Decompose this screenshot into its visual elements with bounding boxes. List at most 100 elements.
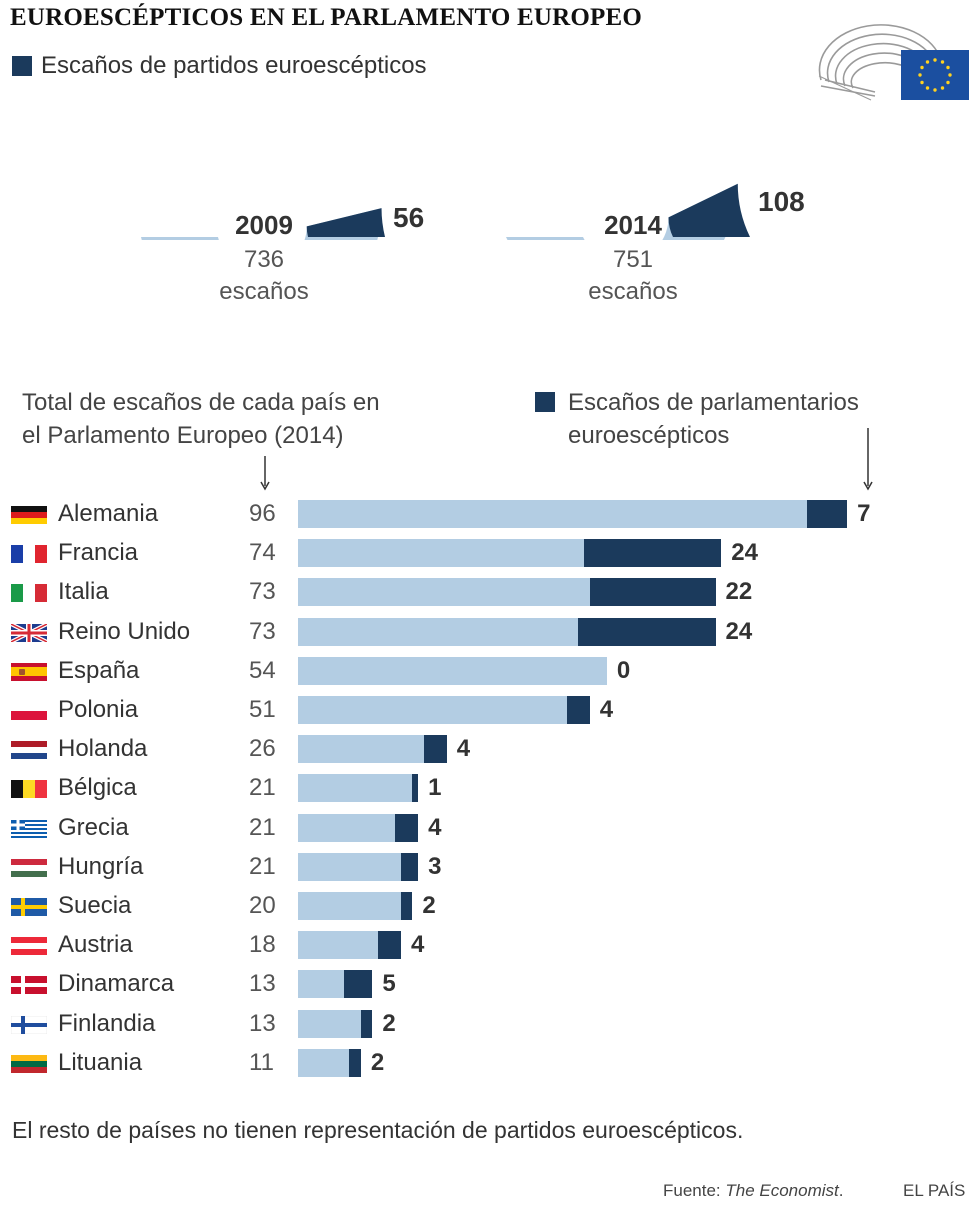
bar-total-seats <box>298 852 419 881</box>
semicircle-euroskeptic-seats <box>668 183 750 237</box>
euroskeptic-value-label: 4 <box>410 931 425 959</box>
bar-row: Alemania 96 7 <box>0 499 980 529</box>
bar-total-seats <box>298 696 590 724</box>
bar-row: España 54 0 <box>0 656 980 686</box>
chart-title: EUROESCÉPTICOS EN EL PARLAMENTO EUROPEO <box>10 4 642 31</box>
semicircle-2014 <box>506 183 750 240</box>
bar-row: Hungría 21 3 <box>0 852 980 882</box>
eu-star-icon <box>933 88 937 92</box>
bar-row: Lituania 11 2 <box>0 1048 980 1078</box>
bar-euroskeptic-seats <box>584 539 722 568</box>
bar-row: Polonia 51 4 <box>0 695 980 725</box>
lithuania-flag-icon <box>11 1054 47 1073</box>
euroskeptic-value-label: 7 <box>857 500 871 527</box>
euroskeptic-value-label: 4 <box>599 696 614 723</box>
legend-euroskeptic: Escaños de partidos euroescépticos <box>12 52 427 80</box>
total-seats-label: 96 <box>249 500 276 527</box>
eu-star-icon <box>933 58 937 62</box>
semicircle-unit-2014: escaños <box>588 278 678 305</box>
bar-row: Reino Unido 73 24 <box>0 617 980 647</box>
eu-flag-icon <box>901 50 969 100</box>
total-seats-label: 11 <box>249 1048 274 1076</box>
eu-star-icon <box>948 73 952 77</box>
country-label: Austria <box>58 931 133 959</box>
source-prefix: Fuente: <box>663 1181 726 1200</box>
country-label: Lituania <box>58 1048 143 1076</box>
bar-row: Dinamarca 13 5 <box>0 969 980 999</box>
bar-row: Bélgica 21 1 <box>0 773 980 803</box>
european-parliament-icon <box>818 24 969 101</box>
arrow-down-icon <box>260 456 270 491</box>
total-seats-label: 21 <box>249 813 276 841</box>
bar-total-seats <box>298 500 848 528</box>
header-euroskeptic-swatch <box>535 392 555 412</box>
bar-row: Francia 74 24 <box>0 538 980 568</box>
bar-euroskeptic-seats <box>578 617 716 646</box>
greece-flag-icon <box>11 819 47 838</box>
hungary-flag-icon <box>11 858 47 877</box>
country-label: Holanda <box>58 735 148 763</box>
country-label: Italia <box>58 578 109 606</box>
semicircle-year-2009: 2009 <box>235 210 293 240</box>
euroskeptic-value-label: 2 <box>422 892 436 919</box>
total-seats-label: 20 <box>249 892 276 919</box>
italy-flag-icon <box>11 584 47 603</box>
total-seats-label: 21 <box>249 774 276 802</box>
eu-star-icon <box>920 65 924 70</box>
bar-euroskeptic-seats <box>360 1009 373 1038</box>
total-seats-label: 13 <box>249 970 276 998</box>
euroskeptic-value-label: 24 <box>731 539 758 567</box>
total-seats-label: 73 <box>249 617 276 645</box>
poland-flag-icon <box>11 702 47 720</box>
total-seats-label: 26 <box>249 735 276 763</box>
semicircle-euroskeptic-seats <box>306 208 385 237</box>
source-suffix: . <box>838 1181 844 1200</box>
country-label: España <box>58 656 140 684</box>
euroskeptic-value-label: 4 <box>428 813 442 841</box>
euroskeptic-value-label: 5 <box>382 970 396 998</box>
semicircle-total-2009: 736 <box>243 246 285 273</box>
total-seats-label: 54 <box>249 656 276 684</box>
netherlands-flag-icon <box>11 741 47 760</box>
finland-flag-icon <box>11 1015 47 1034</box>
eu-star-icon <box>925 86 930 90</box>
semicircle-total-2014: 751 <box>612 246 654 273</box>
bar-euroskeptic-seats <box>400 892 413 920</box>
bar-euroskeptic-seats <box>343 970 373 999</box>
legend-swatch <box>12 56 32 76</box>
total-seats-label: 13 <box>249 1009 276 1037</box>
bar-euroskeptic-seats <box>566 696 590 724</box>
bar-euroskeptic-seats <box>395 813 419 842</box>
country-label: Bélgica <box>58 774 137 802</box>
country-label: Polonia <box>58 696 139 723</box>
euroskeptic-value-label: 2 <box>382 1009 396 1037</box>
bar-euroskeptic-seats <box>349 1048 361 1077</box>
source: Fuente: The Economist. <box>663 1181 844 1201</box>
bar-total-seats <box>298 656 607 685</box>
header-total-line2: el Parlamento Europeo (2014) <box>22 422 344 449</box>
bar-row: Holanda 26 4 <box>0 734 980 764</box>
euroskeptic-value-label: 1 <box>428 774 442 802</box>
eu-star-icon <box>946 80 950 85</box>
belgium-flag-icon <box>11 780 47 799</box>
country-label: Alemania <box>58 500 159 527</box>
header-total-seats: Total de escaños de cada país en el Parl… <box>22 386 442 452</box>
bar-total-seats <box>298 892 413 920</box>
eu-star-icon <box>946 65 950 70</box>
bar-row: Suecia 20 2 <box>0 891 980 921</box>
source-name: The Economist <box>725 1181 839 1200</box>
total-seats-label: 51 <box>249 696 276 723</box>
euroskeptic-value-label: 0 <box>616 656 631 684</box>
brand-logo: EL PAÍS <box>903 1181 966 1200</box>
bar-total-seats <box>298 1009 373 1038</box>
arrow-down-icon <box>863 428 873 491</box>
semicircle-year-2014: 2014 <box>604 210 662 240</box>
country-label: Francia <box>58 539 139 567</box>
bar-euroskeptic-seats <box>807 500 848 528</box>
euroskeptic-value-label: 3 <box>428 852 442 880</box>
euroskeptic-value-label: 2 <box>370 1048 385 1076</box>
total-seats-label: 18 <box>249 931 276 959</box>
spain-flag-icon <box>11 662 47 681</box>
bar-euroskeptic-seats <box>589 578 716 607</box>
header-total-line1: Total de escaños de cada país en <box>22 389 380 416</box>
